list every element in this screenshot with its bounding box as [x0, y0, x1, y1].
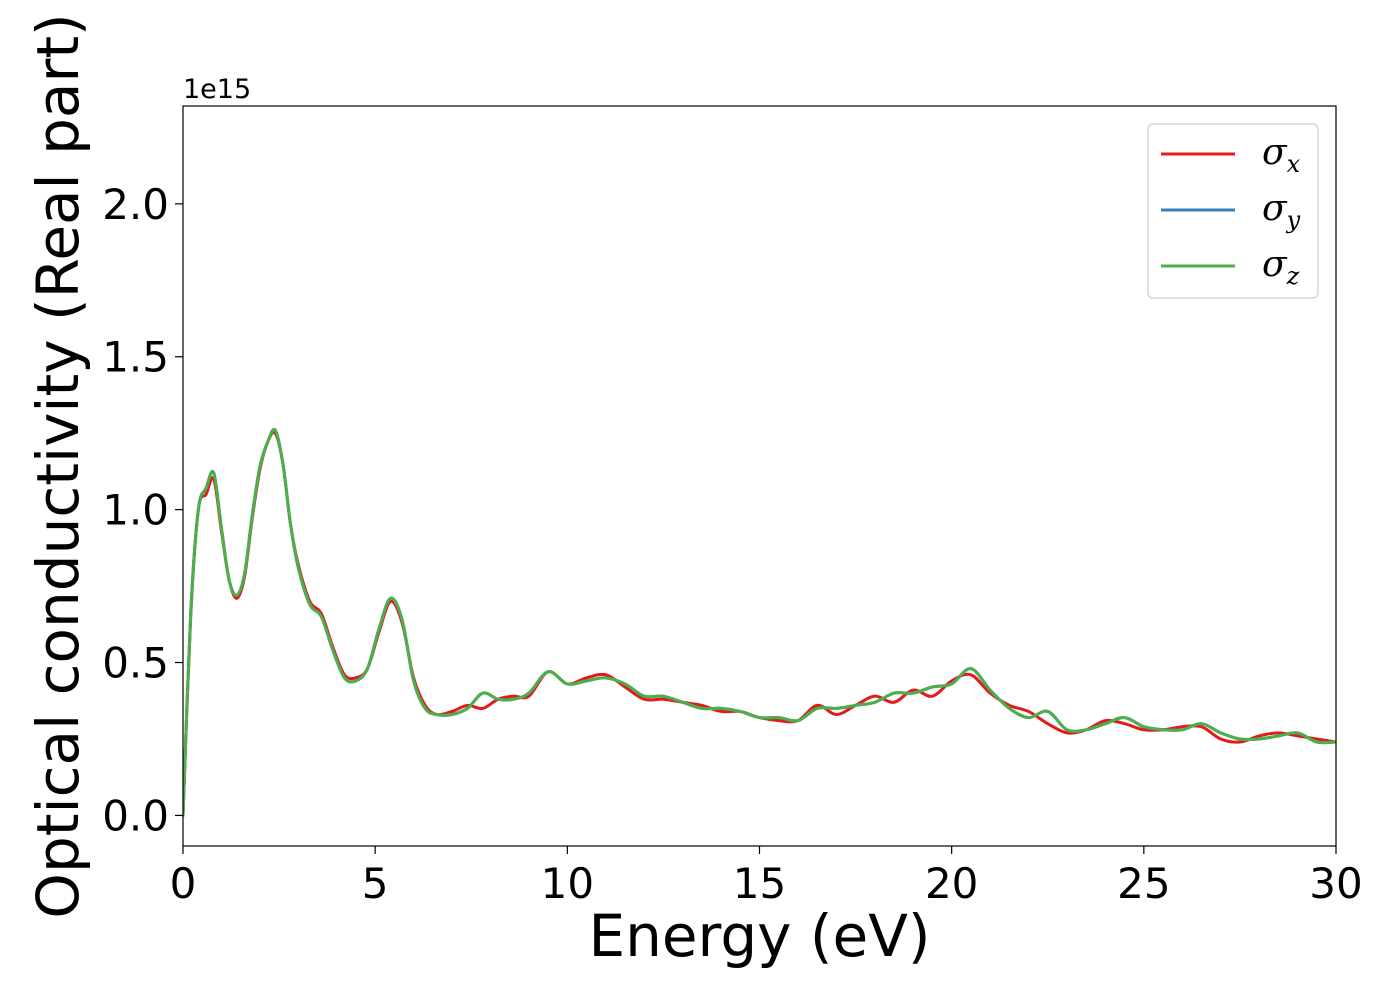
y-tick-label: 1.5: [102, 333, 169, 382]
y-axis: 0.0 0.5 1.0 1.5 2.0: [102, 180, 183, 840]
series-line-z: [183, 427, 1336, 817]
x-tick-label: 15: [733, 859, 786, 908]
legend-label-z: σz: [1262, 244, 1300, 290]
y-tick-label: 0.5: [102, 639, 169, 688]
x-tick-label: 0: [170, 859, 197, 908]
plot-area: [183, 427, 1336, 817]
legend-label-y: σy: [1262, 188, 1301, 234]
x-tick-label: 30: [1309, 859, 1362, 908]
y-offset-label: 1e15: [183, 74, 251, 105]
y-tick-label: 1.0: [102, 486, 169, 535]
y-tick-label: 0.0: [102, 791, 169, 840]
x-tick-label: 25: [1117, 859, 1170, 908]
y-axis-title: Optical conductivity (Real part): [24, 13, 92, 918]
x-tick-label: 10: [541, 859, 594, 908]
x-tick-label: 5: [362, 859, 389, 908]
legend-label-x: σx: [1262, 132, 1301, 178]
y-tick-label: 2.0: [102, 180, 169, 229]
x-axis-title: Energy (eV): [588, 902, 930, 970]
x-tick-label: 20: [925, 859, 978, 908]
x-axis: 0 5 10 15 20 25 30: [170, 846, 1363, 908]
legend: σx σy σz: [1147, 123, 1319, 299]
